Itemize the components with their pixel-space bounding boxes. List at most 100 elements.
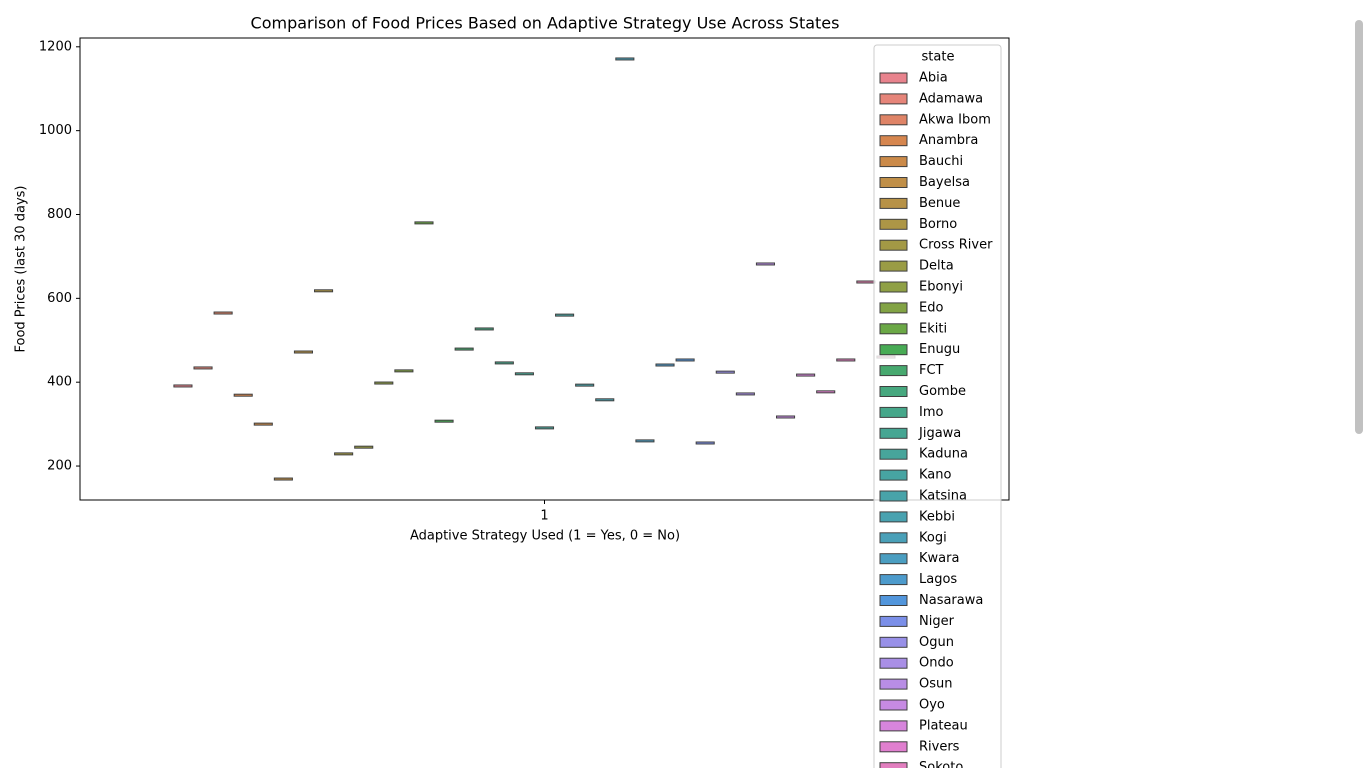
y-tick-label: 800 <box>47 207 72 222</box>
y-tick-label: 1000 <box>39 123 72 138</box>
legend-label: Akwa Ibom <box>919 112 991 127</box>
box <box>394 369 414 373</box>
legend-label: Borno <box>919 217 957 232</box>
legend-label: Kaduna <box>919 447 968 462</box>
box <box>635 439 655 443</box>
box <box>213 311 233 315</box>
plot-frame <box>79 37 1010 501</box>
legend-label: Sokoto <box>919 760 963 768</box>
legend-label: Edo <box>919 300 943 315</box>
box <box>575 383 595 387</box>
box <box>675 358 695 362</box>
legend-swatch <box>879 406 908 418</box>
legend-swatch <box>879 448 908 460</box>
legend-label: Plateau <box>919 718 968 733</box>
box <box>414 221 434 225</box>
scrollbar[interactable] <box>1355 20 1363 434</box>
legend-swatch <box>879 302 908 314</box>
legend-swatch <box>879 197 908 209</box>
legend-label: Katsina <box>919 489 967 504</box>
legend-swatch <box>879 281 908 293</box>
legend-label: Rivers <box>919 739 960 754</box>
legend-label: Nasarawa <box>919 593 983 608</box>
legend-label: Lagos <box>919 572 957 587</box>
legend-swatch <box>879 218 908 230</box>
legend-label: Kogi <box>919 530 947 545</box>
y-tick-label: 600 <box>47 291 72 306</box>
box <box>755 262 775 266</box>
legend-title: state <box>922 50 955 65</box>
chart-title: Comparison of Food Prices Based on Adapt… <box>251 14 840 33</box>
legend-label: Oyo <box>919 698 945 713</box>
legend-label: Niger <box>919 614 955 629</box>
box <box>434 419 454 423</box>
y-axis-label: Food Prices (last 30 days) <box>14 185 29 352</box>
y-tick-label: 1200 <box>39 39 72 54</box>
box <box>374 381 394 385</box>
box <box>816 390 836 394</box>
box <box>856 280 876 284</box>
y-tick-label: 400 <box>47 375 72 390</box>
legend-swatch <box>879 323 908 335</box>
legend-swatch <box>879 574 908 586</box>
legend-swatch <box>879 636 908 648</box>
box <box>514 372 534 376</box>
legend-label: FCT <box>919 363 944 378</box>
legend-swatch <box>879 615 908 627</box>
y-tick-label: 200 <box>47 459 72 474</box>
legend-swatch <box>879 762 908 768</box>
box <box>494 361 514 365</box>
box <box>334 452 354 456</box>
box <box>655 363 675 367</box>
box <box>474 327 494 331</box>
box <box>454 347 474 351</box>
box <box>233 393 253 397</box>
legend-label: Benue <box>919 196 960 211</box>
box <box>354 445 374 449</box>
legend-swatch <box>879 741 908 753</box>
legend-label: Jigawa <box>918 426 961 441</box>
legend-swatch <box>879 239 908 251</box>
legend-swatch <box>879 365 908 377</box>
legend-label: Osun <box>919 677 952 692</box>
legend-swatch <box>879 177 908 188</box>
legend-label: Ondo <box>919 656 954 671</box>
legend-swatch <box>879 93 908 105</box>
legend-swatch <box>879 657 908 669</box>
legend-label: Kano <box>919 468 952 483</box>
legend-swatch <box>879 386 908 397</box>
legend-label: Adamawa <box>919 91 983 106</box>
box <box>836 358 856 362</box>
legend-swatch <box>879 678 908 690</box>
box <box>796 373 816 377</box>
legend-label: Kwara <box>919 551 959 566</box>
box <box>615 57 635 61</box>
legend-label: Kebbi <box>919 509 955 524</box>
box <box>193 366 213 370</box>
legend-label: Anambra <box>919 133 978 148</box>
box <box>735 392 755 396</box>
legend-swatch <box>879 511 908 523</box>
legend-swatch <box>879 490 908 502</box>
legend-swatch <box>879 720 908 732</box>
legend-swatch <box>879 469 908 481</box>
box <box>595 398 615 402</box>
legend-swatch <box>879 135 908 147</box>
legend-label: Delta <box>919 259 954 274</box>
box <box>314 289 334 293</box>
box <box>273 477 293 481</box>
legend-label: Cross River <box>919 238 993 253</box>
legend-label: Enugu <box>919 342 960 357</box>
box <box>555 313 575 317</box>
legend-swatch <box>879 260 908 272</box>
legend-label: Bayelsa <box>919 175 970 190</box>
legend: state Abia Adamawa Akwa Ibom Anambra Bauchi Ba… <box>873 44 1002 768</box>
legend-label: Gombe <box>919 384 966 399</box>
legend-swatch <box>879 344 908 356</box>
legend-label: Bauchi <box>919 154 963 169</box>
legend-label: Ekiti <box>919 321 947 336</box>
legend-swatch <box>879 595 908 606</box>
